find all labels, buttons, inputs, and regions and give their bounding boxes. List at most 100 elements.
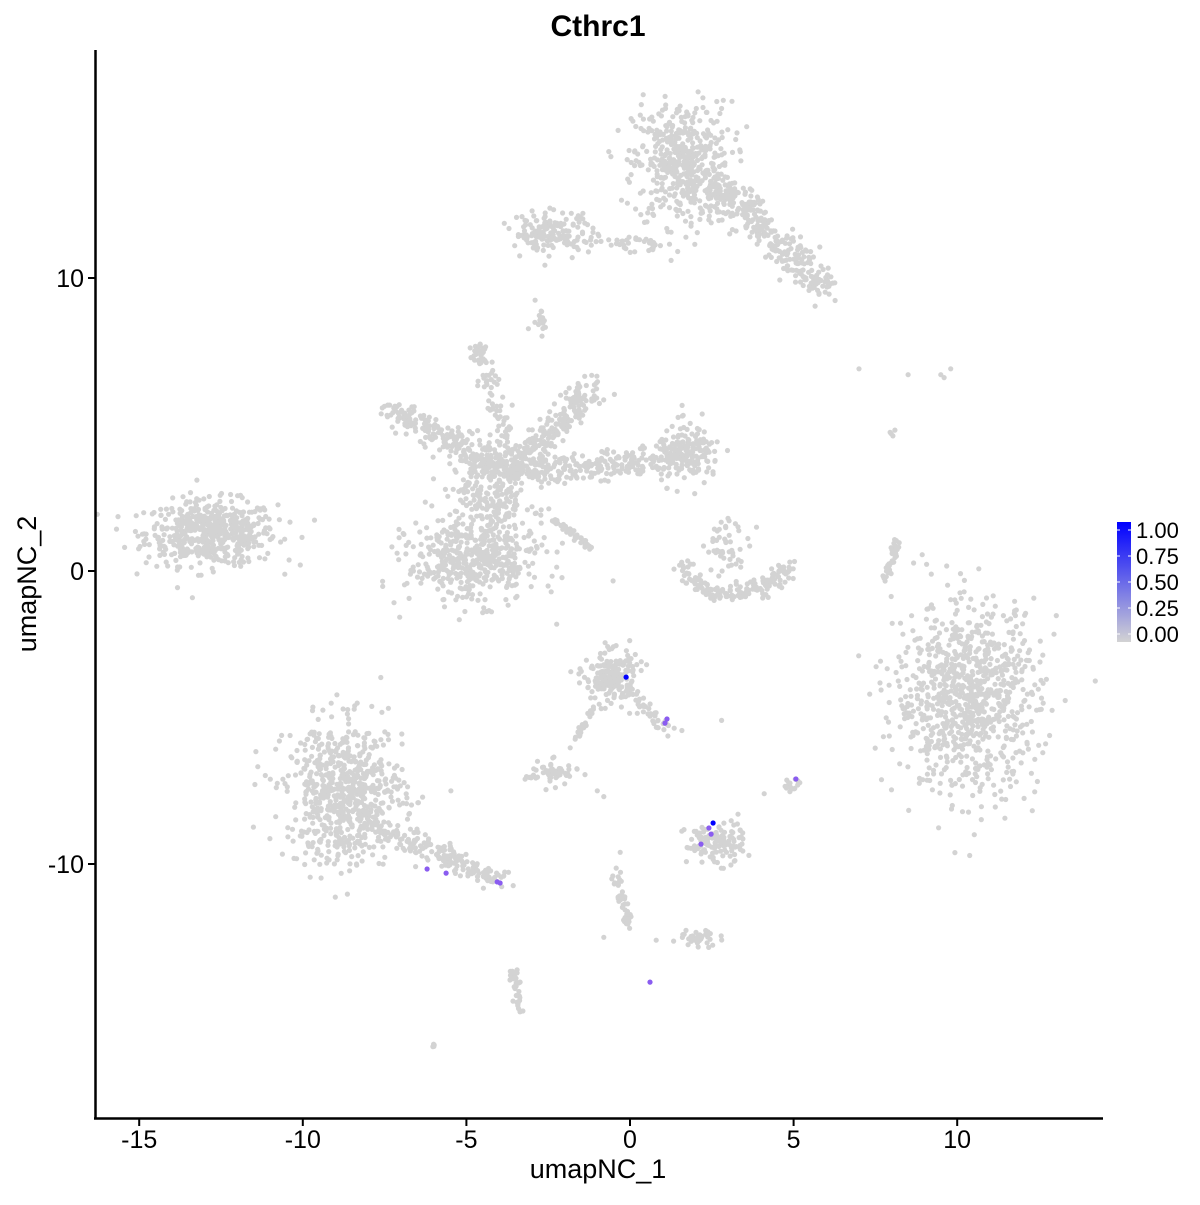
data-point bbox=[768, 254, 774, 260]
data-point bbox=[708, 160, 715, 166]
data-point bbox=[898, 658, 904, 664]
data-point bbox=[469, 592, 476, 598]
data-point bbox=[504, 439, 511, 445]
data-point bbox=[968, 677, 974, 683]
data-point bbox=[727, 587, 733, 593]
data-point bbox=[1032, 789, 1038, 795]
data-point bbox=[390, 410, 396, 416]
data-point bbox=[918, 698, 925, 704]
data-point bbox=[924, 561, 930, 567]
data-point bbox=[512, 456, 518, 462]
data-point bbox=[738, 158, 744, 164]
data-point bbox=[503, 597, 509, 603]
data-point bbox=[197, 526, 203, 533]
data-point bbox=[1020, 750, 1026, 756]
data-point bbox=[763, 592, 769, 598]
data-point bbox=[1001, 717, 1007, 723]
data-point bbox=[981, 673, 987, 679]
data-point bbox=[539, 333, 545, 339]
data-point bbox=[1036, 707, 1042, 713]
data-point bbox=[197, 560, 203, 566]
data-point bbox=[1016, 661, 1022, 667]
data-point bbox=[694, 230, 700, 236]
data-point bbox=[569, 255, 575, 261]
data-point bbox=[944, 719, 950, 726]
data-point bbox=[554, 479, 561, 485]
data-point bbox=[303, 811, 309, 817]
data-point bbox=[483, 558, 489, 564]
data-point bbox=[777, 277, 783, 283]
data-point bbox=[574, 215, 580, 222]
data-point bbox=[564, 474, 570, 480]
data-point bbox=[708, 203, 714, 209]
data-point bbox=[542, 324, 549, 330]
data-point bbox=[679, 144, 685, 150]
data-point bbox=[679, 458, 685, 464]
data-point bbox=[1029, 729, 1035, 735]
data-point bbox=[202, 529, 208, 536]
data-point bbox=[671, 566, 677, 572]
data-point bbox=[525, 326, 532, 332]
data-point bbox=[563, 395, 569, 401]
data-point bbox=[493, 514, 499, 520]
data-point bbox=[590, 225, 596, 231]
data-point bbox=[971, 832, 977, 838]
data-point bbox=[759, 587, 765, 594]
data-point bbox=[317, 861, 323, 867]
data-point bbox=[690, 561, 696, 567]
data-point bbox=[538, 507, 544, 513]
data-point bbox=[419, 575, 425, 582]
data-point bbox=[445, 531, 451, 538]
data-point bbox=[558, 392, 564, 398]
data-point bbox=[571, 238, 578, 245]
data-point bbox=[1032, 682, 1038, 688]
data-point bbox=[194, 496, 200, 502]
data-point bbox=[539, 542, 545, 548]
data-point bbox=[935, 664, 941, 670]
data-point bbox=[661, 162, 667, 168]
data-point bbox=[426, 426, 432, 432]
data-point bbox=[976, 646, 982, 652]
data-point bbox=[162, 516, 168, 523]
data-point bbox=[195, 553, 201, 559]
data-point bbox=[729, 592, 735, 598]
data-point bbox=[532, 550, 538, 556]
data-point bbox=[369, 703, 375, 710]
data-point bbox=[1040, 700, 1046, 706]
data-point bbox=[426, 551, 432, 557]
data-point bbox=[633, 123, 639, 130]
data-point bbox=[173, 557, 179, 564]
data-point bbox=[573, 535, 579, 541]
data-point bbox=[931, 682, 937, 688]
data-point bbox=[938, 771, 945, 777]
data-point bbox=[449, 432, 455, 438]
data-point bbox=[832, 297, 838, 304]
data-point bbox=[960, 682, 966, 689]
data-point bbox=[940, 742, 946, 748]
data-point bbox=[458, 453, 464, 459]
data-point bbox=[403, 551, 409, 557]
data-point bbox=[436, 429, 442, 436]
data-point bbox=[1047, 732, 1053, 739]
data-point bbox=[442, 550, 448, 556]
data-point bbox=[964, 753, 970, 759]
data-point bbox=[484, 550, 490, 556]
data-point bbox=[988, 687, 994, 693]
data-point bbox=[504, 432, 510, 439]
data-point bbox=[977, 788, 983, 794]
data-point bbox=[416, 569, 423, 575]
data-point bbox=[143, 536, 149, 542]
data-point bbox=[979, 781, 985, 788]
data-point bbox=[1019, 677, 1025, 683]
data-point bbox=[1028, 770, 1034, 776]
data-point bbox=[1024, 691, 1030, 697]
data-point bbox=[497, 452, 503, 458]
data-point bbox=[706, 213, 712, 219]
data-point bbox=[750, 207, 756, 213]
data-point bbox=[1003, 796, 1009, 803]
data-point bbox=[159, 524, 165, 530]
data-point bbox=[201, 496, 207, 502]
data-point bbox=[495, 577, 501, 583]
data-point bbox=[469, 547, 475, 553]
data-point bbox=[744, 586, 750, 592]
